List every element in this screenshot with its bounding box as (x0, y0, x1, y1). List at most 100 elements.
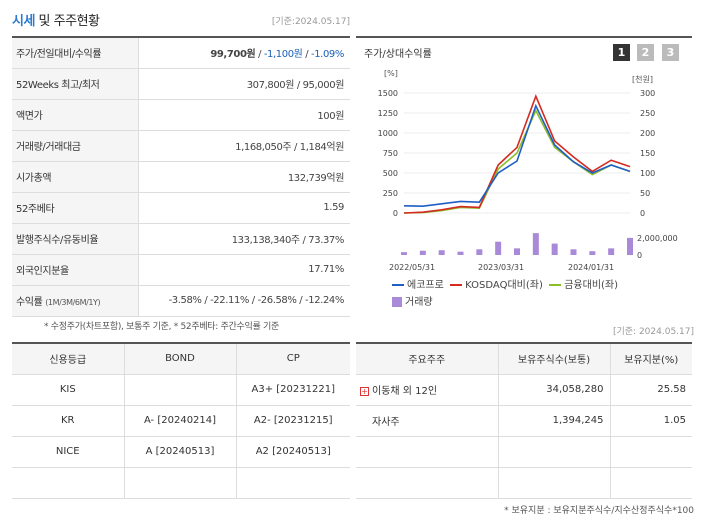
base-date: [기준:2024.05.17] (271, 17, 350, 27)
price-value: 99,700원 / -1,100원 / -1.09% (138, 37, 350, 69)
row-value: 1,168,050주 / 1,184억원 (138, 130, 350, 162)
credit-rating-table: 신용등급 BOND CP KIS A3+ [20231221] KR A- [202… (12, 342, 350, 499)
chart-title: 주가/상대수익률 (364, 49, 432, 60)
volume-tick-max: 2,000,000 (637, 234, 678, 243)
return-1y: -12.24% (305, 295, 344, 306)
col-header: 보유지분(%) (610, 343, 692, 375)
price: 99,700원 (210, 49, 256, 61)
legend-swatch (392, 297, 402, 307)
volume-bar (457, 251, 464, 255)
table-row (356, 436, 692, 468)
cell: KIS (12, 374, 125, 406)
row-label: 수익률 (1M/3M/6M/1Y) (12, 285, 139, 317)
stock-price-line (403, 103, 631, 208)
returns-value: -3.58% / -22.11% / -26.58% / -12.24% (138, 285, 350, 317)
left-unit: [%] (384, 69, 398, 78)
right-tick-label: 100 (640, 169, 655, 178)
table-row (356, 467, 692, 499)
volume-bar (438, 250, 445, 255)
market-info-table: 주가/전일대비/수익률 99,700원 / -1,100원 / -1.09% 5… (12, 36, 350, 317)
chart-period-3-button[interactable]: 3 (662, 44, 679, 61)
volume-bar (401, 252, 407, 255)
return-3m: -22.11% (210, 295, 250, 306)
cell: 1.05 (610, 405, 692, 437)
table-row: 외국인지분율 17.71% (12, 254, 350, 286)
row-label: 시가총액 (12, 161, 139, 193)
volume-bar (570, 249, 577, 255)
chart-period-2-button[interactable]: 2 (637, 44, 654, 61)
cell: KR (12, 405, 125, 437)
chart-panel (356, 36, 692, 316)
x-tick: 2024/01/31 (568, 263, 614, 272)
chart-legend: 에코프로 KOSDAQ대비(좌) 금융대비(좌) 거래량 (392, 276, 618, 308)
cell: A [20240513] (124, 436, 237, 468)
row-value: 133,138,340주 / 73.37% (138, 223, 350, 255)
chart-period-1-button[interactable]: 1 (613, 44, 630, 61)
cell (610, 467, 692, 499)
returns-label: 수익률 (16, 297, 43, 308)
right-tick-label: 150 (640, 149, 655, 158)
expand-plus-icon[interactable]: + (360, 386, 369, 396)
x-tick: 2023/03/31 (478, 263, 524, 272)
left-tick-label: 750 (383, 149, 398, 158)
cell (498, 436, 611, 468)
col-header: 신용등급 (12, 343, 125, 375)
legend-swatch (392, 284, 404, 286)
table-row: 52Weeks 최고/최저 307,800원 / 95,000원 (12, 68, 350, 100)
table-row: 액면가 100원 (12, 99, 350, 131)
table-row: KIS A3+ [20231221] (12, 374, 350, 406)
change-pct: -1.09% (311, 49, 344, 61)
cell (610, 436, 692, 468)
row-value: 17.71% (138, 254, 350, 286)
cell (124, 374, 237, 406)
x-tick: 2022/05/31 (389, 263, 435, 272)
return-6m: -26.58% (257, 295, 297, 306)
table-row: 거래량/거래대금 1,168,050주 / 1,184억원 (12, 130, 350, 162)
cell: 1,394,245 (498, 405, 611, 437)
volume-bar (514, 248, 520, 255)
legend-swatch (549, 284, 562, 286)
row-label: 52주베타 (12, 192, 139, 224)
left-tick-label: 250 (383, 189, 398, 198)
table-header-row: 주요주주 보유주식수(보통) 보유지분(%) (356, 343, 692, 375)
volume-bar (495, 241, 502, 255)
legend-finance: 금융대비(좌) (564, 280, 619, 291)
row-label: 발행주식수/유동비율 (12, 223, 139, 255)
table-row: 자사주 1,394,245 1.05 (356, 405, 692, 437)
table-row: 주가/전일대비/수익률 99,700원 / -1,100원 / -1.09% (12, 37, 350, 69)
row-label: 주가/전일대비/수익률 (12, 37, 139, 69)
row-value: 307,800원 / 95,000원 (138, 68, 350, 100)
row-value: 1.59 (138, 192, 350, 224)
left-tick-label: 1500 (378, 89, 398, 98)
volume-bar (532, 233, 539, 255)
left-tick-label: 1250 (378, 109, 398, 118)
holder-name-cell[interactable]: + 이동채 외 12인 (356, 374, 499, 406)
right-unit: [천원] (632, 74, 653, 84)
row-label: 외국인지분율 (12, 254, 139, 286)
volume-bar (608, 248, 615, 255)
legend-stock: 에코프로 (407, 280, 444, 291)
table-row: 수익률 (1M/3M/6M/1Y) -3.58% / -22.11% / -26… (12, 285, 350, 317)
table-row: 52주베타 1.59 (12, 192, 350, 224)
legend-swatch (450, 284, 463, 286)
right-tick-label: 300 (640, 89, 655, 98)
col-header: 주요주주 (356, 343, 499, 375)
holders-note: * 보유지분 : 보유지분주식수/지수산정주식수*100 (504, 506, 694, 516)
cell: A3+ [20231221] (236, 374, 350, 406)
left-tick-label: 1000 (378, 129, 398, 138)
major-shareholders-table: 주요주주 보유주식수(보통) 보유지분(%) + 이동채 외 12인 34,058… (356, 342, 692, 499)
col-header: CP (236, 343, 350, 375)
col-header: BOND (124, 343, 237, 375)
cell (356, 467, 499, 499)
return-1m: -3.58% (168, 295, 202, 306)
cell: 34,058,280 (498, 374, 611, 406)
volume-bar (476, 249, 483, 255)
right-tick-label: 200 (640, 129, 655, 138)
volume-bar (551, 243, 558, 255)
row-value: 100원 (138, 99, 350, 131)
returns-label-period: (1M/3M/6M/1Y) (45, 298, 101, 307)
row-label: 액면가 (12, 99, 139, 131)
volume-bar (419, 250, 426, 255)
cell: A2 [20240513] (236, 436, 350, 468)
